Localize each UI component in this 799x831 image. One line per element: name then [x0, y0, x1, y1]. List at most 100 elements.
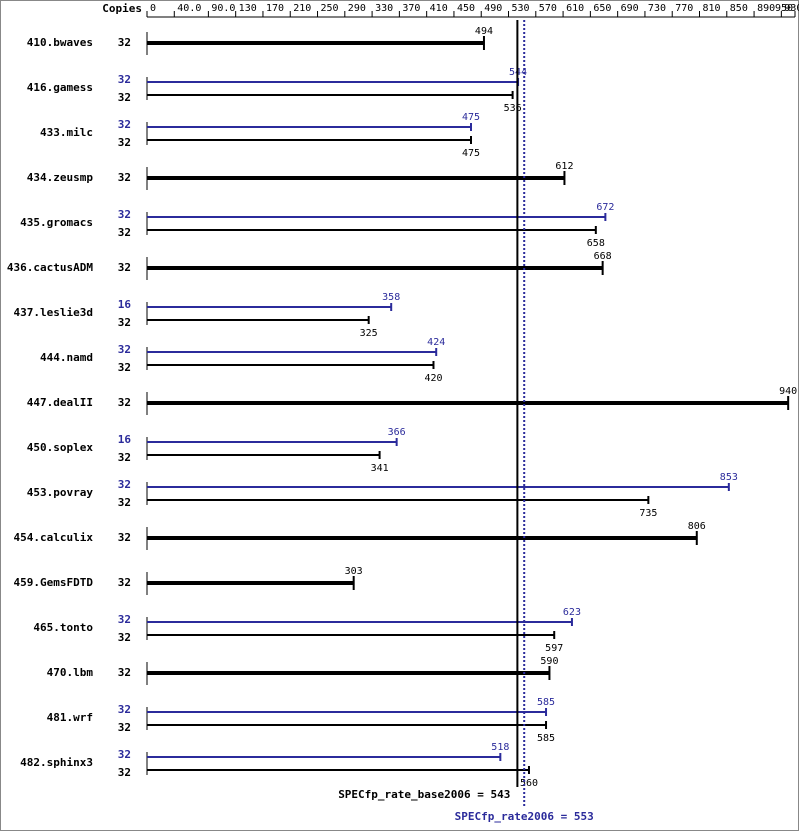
copies-label: 32	[118, 396, 131, 409]
benchmark-label: 433.milc	[40, 126, 93, 139]
copies-label: 32	[118, 343, 131, 356]
benchmark-label: 482.sphinx3	[20, 756, 93, 769]
copies-label: 32	[118, 208, 131, 221]
x-tick-label: 690	[621, 3, 639, 14]
x-tick-label: 290	[348, 3, 366, 14]
x-tick-label: 810	[703, 3, 721, 14]
x-tick-label: 890	[757, 3, 775, 14]
benchmark-label: 450.soplex	[27, 441, 94, 454]
value-label: 658	[587, 238, 605, 249]
copies-label: 32	[118, 136, 131, 149]
value-label: 420	[424, 373, 442, 384]
copies-label: 32	[118, 478, 131, 491]
value-label: 597	[545, 643, 563, 654]
value-label: 475	[462, 112, 480, 123]
x-tick-label: 570	[539, 3, 557, 14]
benchmark-label: 434.zeusmp	[27, 171, 94, 184]
benchmark-label: 435.gromacs	[20, 216, 93, 229]
value-label: 325	[360, 328, 378, 339]
value-label: 341	[371, 463, 389, 474]
copies-label: 32	[118, 766, 131, 779]
copies-label: 32	[118, 496, 131, 509]
copies-label: 32	[118, 171, 131, 184]
x-tick-label: 490	[484, 3, 502, 14]
benchmark-label: 447.dealII	[27, 396, 93, 409]
value-label: 560	[520, 778, 538, 789]
value-label: 303	[345, 566, 363, 577]
x-tick-label: 130	[239, 3, 257, 14]
value-label: 940	[779, 386, 797, 397]
benchmark-label: 444.namd	[40, 351, 93, 364]
benchmark-label: 437.leslie3d	[14, 306, 93, 319]
x-tick-label: 210	[293, 3, 311, 14]
copies-label: 32	[118, 666, 131, 679]
x-tick-label: 330	[375, 3, 393, 14]
x-tick-label: 730	[648, 3, 666, 14]
value-label: 623	[563, 607, 581, 618]
x-tick-label: 410	[430, 3, 448, 14]
x-tick-label: 370	[402, 3, 420, 14]
benchmark-label: 453.povray	[27, 486, 94, 499]
benchmark-label: 481.wrf	[47, 711, 93, 724]
copies-label: 32	[118, 613, 131, 626]
copies-label: 32	[118, 703, 131, 716]
copies-header: Copies	[102, 2, 142, 15]
reference-label: SPECfp_rate2006 = 553	[455, 810, 594, 823]
copies-label: 32	[118, 316, 131, 329]
copies-label: 32	[118, 576, 131, 589]
value-label: 672	[596, 202, 614, 213]
copies-label: 32	[118, 118, 131, 131]
value-label: 668	[594, 251, 612, 262]
x-tick-label: 770	[675, 3, 693, 14]
x-tick-label: 930	[784, 3, 799, 14]
x-tick-label: 650	[593, 3, 611, 14]
benchmark-label: 459.GemsFDTD	[14, 576, 94, 589]
value-label: 590	[540, 656, 558, 667]
x-tick-label: 530	[512, 3, 530, 14]
benchmark-label: 465.tonto	[33, 621, 93, 634]
x-tick-label: 610	[566, 3, 584, 14]
x-tick-label: 90.0	[211, 3, 235, 14]
copies-label: 16	[118, 433, 132, 446]
x-tick-label: 950	[775, 3, 793, 14]
benchmark-label: 410.bwaves	[27, 36, 93, 49]
value-label: 735	[639, 508, 657, 519]
copies-label: 32	[118, 451, 131, 464]
value-label: 585	[537, 733, 555, 744]
copies-label: 32	[118, 361, 131, 374]
value-label: 424	[427, 337, 445, 348]
reference-label: SPECfp_rate_base2006 = 543	[338, 788, 510, 801]
x-tick-label: 40.0	[177, 3, 201, 14]
x-tick-label: 170	[266, 3, 284, 14]
x-tick-label: 250	[321, 3, 339, 14]
benchmark-label: 416.gamess	[27, 81, 93, 94]
value-label: 585	[537, 697, 555, 708]
value-label: 612	[555, 161, 573, 172]
value-label: 358	[382, 292, 400, 303]
copies-label: 32	[118, 721, 131, 734]
benchmark-label: 436.cactusADM	[7, 261, 93, 274]
copies-label: 32	[118, 36, 131, 49]
copies-label: 32	[118, 226, 131, 239]
value-label: 494	[475, 26, 493, 37]
value-label: 806	[688, 521, 706, 532]
copies-label: 32	[118, 631, 131, 644]
copies-label: 16	[118, 298, 132, 311]
copies-label: 32	[118, 261, 131, 274]
x-tick-label: 850	[730, 3, 748, 14]
copies-label: 32	[118, 73, 131, 86]
benchmark-label: 470.lbm	[47, 666, 94, 679]
copies-label: 32	[118, 748, 131, 761]
copies-label: 32	[118, 91, 131, 104]
copies-label: 32	[118, 531, 131, 544]
value-label: 536	[504, 103, 522, 114]
benchmark-label: 454.calculix	[14, 531, 94, 544]
value-label: 518	[491, 742, 509, 753]
value-label: 366	[388, 427, 406, 438]
value-label: 475	[462, 148, 480, 159]
x-tick-label: 450	[457, 3, 475, 14]
x-tick-label: 0	[150, 3, 156, 14]
value-label: 853	[720, 472, 738, 483]
